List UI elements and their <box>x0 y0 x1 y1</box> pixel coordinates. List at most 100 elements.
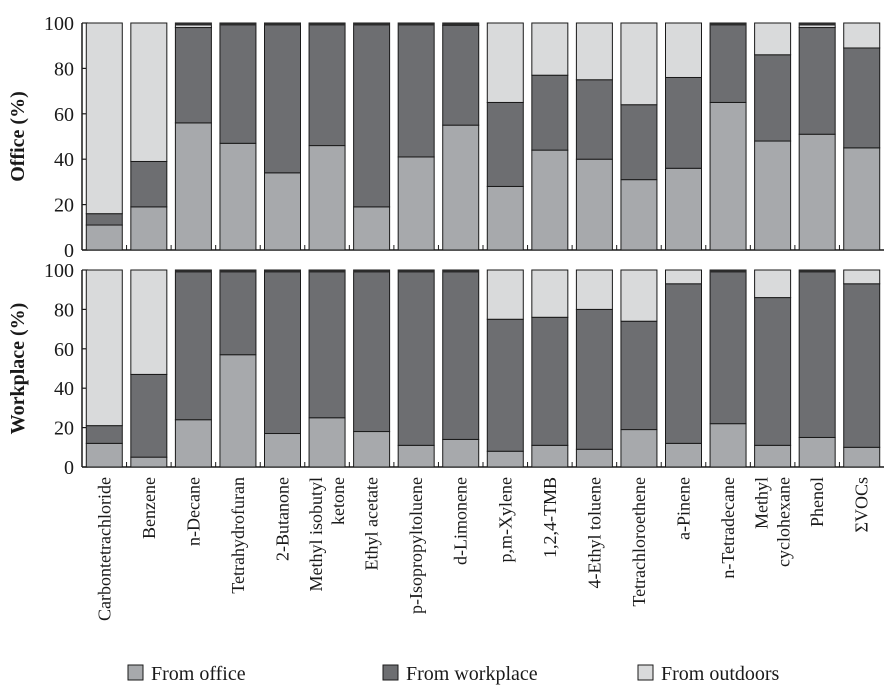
office-bar-from-office <box>843 147 881 251</box>
category-label: Phenol <box>807 477 827 527</box>
office-bar-from-outdoors <box>575 22 613 81</box>
workplace-panel: 0 20 40 60 80 100 Workplace (%) <box>7 260 884 479</box>
office-bar-from-workplace <box>754 54 792 142</box>
office-bar-from-office <box>575 158 613 251</box>
office-bar-from-workplace <box>843 47 881 149</box>
category-label: 4-Ethyl toluene <box>584 477 604 588</box>
office-bar-from-workplace <box>397 22 435 158</box>
office-bar-from-outdoors <box>665 22 702 78</box>
workplace-bar-top-edge <box>710 270 747 273</box>
office-y-axis-label: Office (%) <box>7 91 29 182</box>
workplace-bar-from-office <box>665 442 702 468</box>
workplace-bar-from-office <box>397 444 435 468</box>
workplace-y-tick-label: 0 <box>64 457 74 479</box>
workplace-bar-from-workplace <box>219 269 257 356</box>
workplace-bar-from-office <box>353 431 391 468</box>
workplace-bar-from-outdoors <box>130 269 168 375</box>
office-bar-from-workplace <box>174 27 212 124</box>
workplace-bar-from-office <box>575 448 613 468</box>
office-bar-from-office <box>308 145 346 251</box>
workplace-bar-from-workplace <box>531 316 569 446</box>
office-bar-from-office <box>486 185 524 251</box>
legend: From office From workplace From outdoors <box>127 663 780 685</box>
office-bar-from-workplace <box>798 27 836 135</box>
workplace-bar-from-workplace <box>754 297 792 446</box>
category-label: Tetrachloroethene <box>629 477 649 607</box>
workplace-y-tick-label: 20 <box>54 418 74 440</box>
workplace-y-tick-label: 40 <box>54 378 74 400</box>
office-bar-from-office <box>219 142 257 251</box>
workplace-bar-top-edge <box>219 270 256 273</box>
category-label-line: Tetrahydrofuran <box>228 477 248 594</box>
office-bar-top-edge <box>309 23 346 26</box>
category-label-line: Methyl <box>752 477 772 529</box>
category-label: Carbontetrachloride <box>94 477 114 621</box>
workplace-bar-from-workplace <box>843 283 881 448</box>
office-bar-from-workplace <box>709 22 747 103</box>
category-label-line: d-Limonene <box>451 477 471 565</box>
category-label-line: n-Tetradecane <box>718 477 738 579</box>
category-label-line: Phenol <box>807 477 827 527</box>
office-bar-from-office <box>353 206 391 251</box>
office-bar-from-outdoors <box>843 22 881 49</box>
category-label: a-Pinene <box>674 477 694 540</box>
category-label: d-Limonene <box>451 477 471 565</box>
office-y-tick-label: 100 <box>44 13 74 35</box>
workplace-bar-from-outdoors <box>665 269 702 285</box>
category-label-line: cyclohexane <box>774 477 794 567</box>
office-bar-top-edge <box>398 23 435 26</box>
legend-label: From office <box>151 663 246 685</box>
workplace-bar-from-office <box>531 444 569 468</box>
office-bar-from-workplace <box>442 24 480 126</box>
office-panel: 0 20 40 60 80 100 Office (%) <box>7 13 884 262</box>
category-label-line: p,m-Xylene <box>495 477 515 562</box>
category-label-line: Tetrachloroethene <box>629 477 649 607</box>
category-label-line: 4-Ethyl toluene <box>584 477 604 588</box>
category-label: 2-Butanone <box>273 477 293 561</box>
office-bar-from-workplace <box>665 76 702 169</box>
office-bar-from-workplace <box>486 101 524 187</box>
workplace-bar-from-workplace <box>264 269 301 435</box>
workplace-y-axis-label: Workplace (%) <box>7 303 29 435</box>
workplace-bar-from-office <box>264 433 301 468</box>
office-y-tick-label: 60 <box>54 104 74 126</box>
office-bar-top-edge <box>175 23 212 26</box>
office-bar-from-office <box>397 156 435 251</box>
legend-label: From workplace <box>406 663 538 685</box>
legend-swatch <box>637 664 654 681</box>
workplace-bar-from-office <box>754 444 792 468</box>
workplace-bar-from-workplace <box>575 308 613 450</box>
office-bar-from-workplace <box>308 22 346 147</box>
office-bar-from-outdoors <box>531 22 569 76</box>
office-y-tick-label: 20 <box>54 195 74 217</box>
category-label-line: p-Isopropyltoluene <box>406 477 426 614</box>
office-bar-from-outdoors <box>486 22 524 103</box>
category-label-line: 2-Butanone <box>273 477 293 561</box>
workplace-bar-from-office <box>843 446 881 468</box>
workplace-bar-from-outdoors <box>754 269 792 299</box>
category-label-line: n-Decane <box>183 477 203 546</box>
workplace-bar-from-workplace <box>442 269 480 440</box>
office-bar-top-edge <box>219 23 256 26</box>
office-bar-from-workplace <box>620 104 658 181</box>
workplace-bar-top-edge <box>175 270 212 273</box>
workplace-bar-from-office <box>308 417 346 468</box>
category-label-line: ΣVOCs <box>852 477 872 533</box>
category-labels: Carbontetrachloride Benzene n-Decane Tetrah… <box>94 477 871 621</box>
office-bar-from-outdoors <box>754 22 792 56</box>
office-bar-top-edge <box>442 23 479 26</box>
workplace-bar-from-workplace <box>397 269 435 446</box>
workplace-y-tick-label: 100 <box>44 260 74 282</box>
office-bar-from-workplace <box>575 79 613 160</box>
legend-label: From outdoors <box>661 663 780 685</box>
workplace-y-tick-label: 60 <box>54 339 74 361</box>
workplace-bar-from-office <box>486 450 524 468</box>
workplace-bar-from-workplace <box>353 269 391 433</box>
office-bar-from-workplace <box>264 22 301 174</box>
office-bar-from-office <box>264 172 301 251</box>
category-label-line: Benzene <box>139 477 159 539</box>
workplace-bar-from-office <box>709 423 747 468</box>
office-y-tick-label: 80 <box>54 58 74 80</box>
office-bar-from-workplace <box>85 213 123 226</box>
